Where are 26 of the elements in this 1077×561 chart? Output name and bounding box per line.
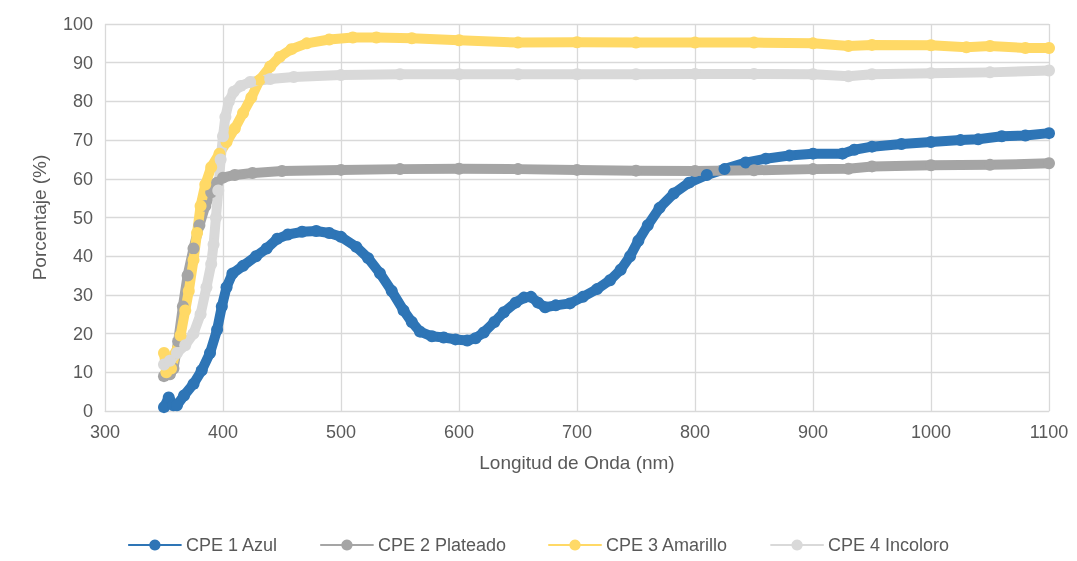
x-tick-label: 500 — [325, 422, 357, 442]
x-tick-label: 800 — [679, 422, 711, 442]
y-axis-title: Porcentaje (%) — [29, 154, 50, 281]
y-tick-label: 50 — [72, 207, 93, 228]
y-tick-label: 10 — [72, 362, 93, 383]
y-tick-label: 70 — [72, 130, 93, 151]
y-tick-label: 30 — [72, 284, 93, 305]
legend-label: CPE 2 Plateado — [377, 535, 507, 555]
x-tick-label: 300 — [89, 422, 121, 442]
legend-label: CPE 4 Incoloro — [828, 535, 950, 555]
legend-label: CPE 3 Amarillo — [606, 535, 728, 555]
x-tick-label: 400 — [207, 422, 239, 442]
x-tick-label: 1000 — [910, 422, 952, 442]
y-tick-label: 20 — [72, 323, 93, 344]
x-tick-label: 600 — [443, 422, 475, 442]
y-tick-label: 40 — [72, 246, 93, 267]
y-tick-label: 0 — [82, 401, 93, 421]
x-tick-label: 900 — [797, 422, 829, 442]
x-tick-label: 1100 — [1029, 422, 1069, 442]
y-tick-label: 80 — [72, 91, 93, 112]
y-tick-label: 60 — [72, 168, 93, 189]
legend-label: CPE 1 Azul — [185, 535, 277, 555]
x-tick-label: 700 — [561, 422, 593, 442]
x-axis-title: Longitud de Onda (nm) — [479, 452, 675, 473]
y-tick-label: 90 — [72, 52, 93, 73]
y-tick-label: 100 — [62, 14, 93, 34]
